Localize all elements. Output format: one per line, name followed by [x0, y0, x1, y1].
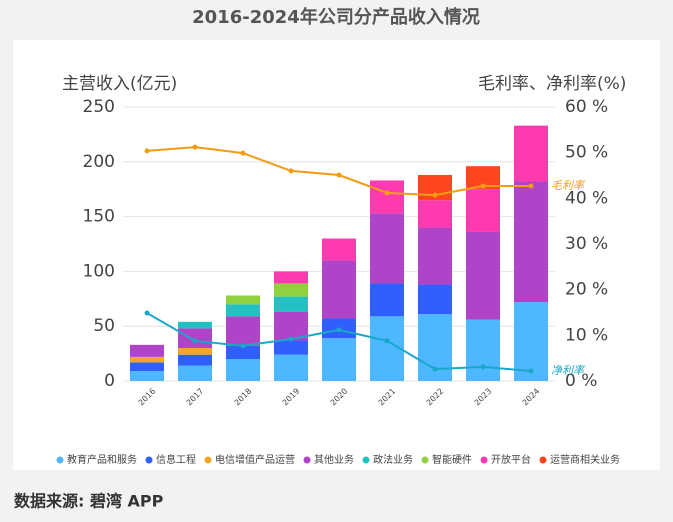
line-point [384, 190, 390, 196]
bar-segment [514, 181, 548, 303]
legend-marker [204, 456, 212, 464]
y-tick-label: 100 [83, 261, 115, 281]
legend-marker [145, 456, 153, 464]
bar-segment [322, 338, 356, 381]
y2-tick-label: 30 % [565, 234, 608, 254]
bar-segment [178, 321, 212, 329]
bar-segment [370, 283, 404, 317]
y-tick-label: 0 [104, 371, 115, 391]
bar-segment [178, 348, 212, 355]
legend-label: 政法业务 [373, 453, 413, 466]
bar-segment [130, 356, 164, 363]
bar-segment [514, 302, 548, 381]
legend-marker [56, 456, 64, 464]
bar-segment [370, 213, 404, 284]
y2-tick-label: 50 % [565, 143, 608, 163]
legend-label: 其他业务 [314, 453, 354, 466]
bar-segment [178, 365, 212, 381]
chart-title: 2016-2024年公司分产品收入情况 [192, 6, 480, 28]
line-point [240, 343, 246, 349]
bar-segment [418, 284, 452, 315]
line-point [192, 338, 198, 344]
bar-segment [418, 200, 452, 228]
bar-segment [274, 296, 308, 312]
y-tick-label: 150 [83, 207, 115, 227]
y2-tick-label: 0 % [565, 371, 597, 391]
line-point [528, 368, 534, 374]
bar-segment [130, 371, 164, 381]
legend-label: 运营商相关业务 [550, 453, 620, 466]
legend-label: 教育产品和服务 [67, 453, 137, 466]
bar-segment [178, 328, 212, 349]
line-point [480, 364, 486, 370]
line-point [192, 144, 198, 150]
bar-segment [274, 311, 308, 341]
line-point [432, 192, 438, 198]
legend-label: 信息工程 [156, 453, 196, 466]
legend-marker [362, 456, 370, 464]
y-tick-label: 50 [93, 316, 115, 336]
bar-segment [370, 180, 404, 214]
y-tick-label: 200 [83, 152, 115, 172]
bar-segment [322, 238, 356, 261]
line-point [384, 338, 390, 344]
bar-segment [178, 354, 212, 366]
bar-segment [466, 189, 500, 232]
y2-tick-label: 20 % [565, 280, 608, 300]
bar-segment [370, 316, 404, 381]
line-label: 毛利率 [551, 179, 586, 192]
bar-segment [274, 283, 308, 297]
line-point [480, 183, 486, 189]
bar-segment [466, 166, 500, 190]
bar-segment [466, 319, 500, 381]
line-point [432, 366, 438, 372]
bar-segment [322, 260, 356, 319]
line-point [336, 172, 342, 178]
bar-segment [226, 295, 260, 305]
bar-segment [274, 340, 308, 355]
source: 数据来源: 碧湾 APP [14, 492, 164, 511]
bar-segment [226, 359, 260, 381]
line-point [336, 327, 342, 333]
line-point [144, 310, 150, 316]
bar-segment [130, 344, 164, 357]
line-point [528, 183, 534, 189]
y2-tick-label: 10 % [565, 325, 608, 345]
line-point [144, 148, 150, 154]
bar-segment [130, 362, 164, 372]
y2-tick-label: 60 % [565, 97, 608, 117]
line-point [288, 168, 294, 174]
legend-marker [539, 456, 547, 464]
line-point [240, 150, 246, 156]
legend-label: 开放平台 [491, 453, 531, 466]
legend-label: 智能硬件 [432, 453, 472, 466]
line-label: 净利率 [551, 364, 586, 377]
y2-tick-label: 40 % [565, 188, 608, 208]
line-point [288, 336, 294, 342]
y-axis-title: 主营收入(亿元) [62, 74, 177, 94]
legend-marker [421, 456, 429, 464]
bar-segment [514, 125, 548, 182]
legend-marker [303, 456, 311, 464]
legend-marker [480, 456, 488, 464]
bar-segment [226, 304, 260, 317]
bar-segment [274, 271, 308, 284]
bar-segment [226, 345, 260, 360]
bar-segment [274, 354, 308, 381]
bar-segment [226, 316, 260, 346]
y-tick-label: 250 [83, 97, 115, 117]
bar-segment [418, 227, 452, 285]
legend-label: 电信增值产品运营 [215, 453, 295, 466]
y2-axis-title: 毛利率、净利率(%) [478, 74, 626, 94]
bar-segment [466, 231, 500, 320]
